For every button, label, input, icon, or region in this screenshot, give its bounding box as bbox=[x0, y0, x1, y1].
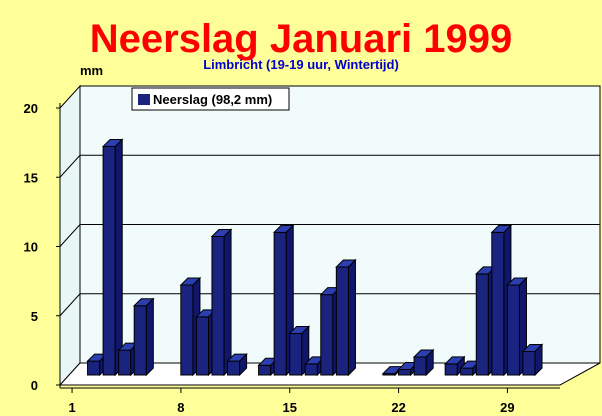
bar-front bbox=[87, 360, 101, 376]
bar-front bbox=[491, 231, 505, 376]
bar-front bbox=[211, 236, 225, 376]
bar-front bbox=[444, 363, 458, 376]
legend: Neerslag (98,2 mm) bbox=[131, 87, 290, 111]
bars bbox=[86, 138, 544, 377]
y-tick-label: 5 bbox=[31, 309, 38, 324]
x-tick-label: 15 bbox=[283, 400, 297, 415]
bar-front bbox=[398, 368, 412, 376]
bar-front bbox=[195, 316, 210, 376]
bar bbox=[210, 228, 233, 377]
bar bbox=[521, 343, 544, 377]
bar-side bbox=[145, 297, 154, 377]
bar-front bbox=[118, 349, 132, 376]
gridlines bbox=[59, 154, 600, 317]
axes: 0 5 10 15 20 1 8 15 22 29 bbox=[24, 101, 560, 415]
bar-front bbox=[102, 145, 116, 376]
bar bbox=[101, 138, 124, 377]
bar bbox=[226, 352, 248, 377]
y-tick-label: 0 bbox=[31, 378, 38, 393]
bar-front bbox=[273, 231, 287, 376]
bar-front bbox=[180, 284, 194, 376]
y-tick-label: 15 bbox=[24, 170, 38, 185]
bar-side bbox=[223, 228, 232, 377]
x-tick-label: 22 bbox=[391, 400, 405, 415]
bar bbox=[132, 297, 155, 377]
bar-side bbox=[534, 343, 543, 377]
bar-front bbox=[320, 294, 334, 376]
chart-title: Neerslag Januari 1999 bbox=[90, 17, 512, 61]
bar-front bbox=[289, 332, 303, 376]
x-tick-label: 1 bbox=[68, 400, 75, 415]
bar-front bbox=[460, 367, 474, 376]
bar-front bbox=[226, 360, 241, 376]
gridline bbox=[59, 224, 600, 247]
legend-box bbox=[131, 87, 290, 111]
gridline bbox=[59, 293, 600, 317]
legend-swatch bbox=[138, 94, 150, 105]
x-tick-label: 8 bbox=[177, 400, 184, 415]
chart-subtitle: Limbricht (19-19 uur, Wintertijd) bbox=[203, 57, 399, 72]
bar-front bbox=[335, 266, 349, 376]
bar-side bbox=[347, 258, 356, 377]
gridline bbox=[59, 154, 600, 178]
legend-label: Neerslag (98,2 mm) bbox=[153, 92, 272, 107]
y-axis-unit: mm bbox=[80, 63, 103, 78]
bar-front bbox=[522, 350, 536, 376]
bar bbox=[412, 348, 435, 377]
bar-front bbox=[506, 284, 520, 376]
bar-front bbox=[304, 363, 318, 376]
bar bbox=[335, 258, 357, 377]
bar-front bbox=[475, 273, 489, 376]
x-tick-label: 29 bbox=[500, 400, 514, 415]
bar-side bbox=[425, 348, 434, 377]
y-tick-label: 10 bbox=[24, 240, 38, 255]
bar-side bbox=[239, 352, 248, 377]
bar-side bbox=[114, 138, 123, 377]
y-tick-label: 20 bbox=[24, 101, 38, 116]
bar-front bbox=[133, 305, 147, 376]
bar-front bbox=[413, 356, 427, 376]
bar-front bbox=[258, 364, 272, 376]
